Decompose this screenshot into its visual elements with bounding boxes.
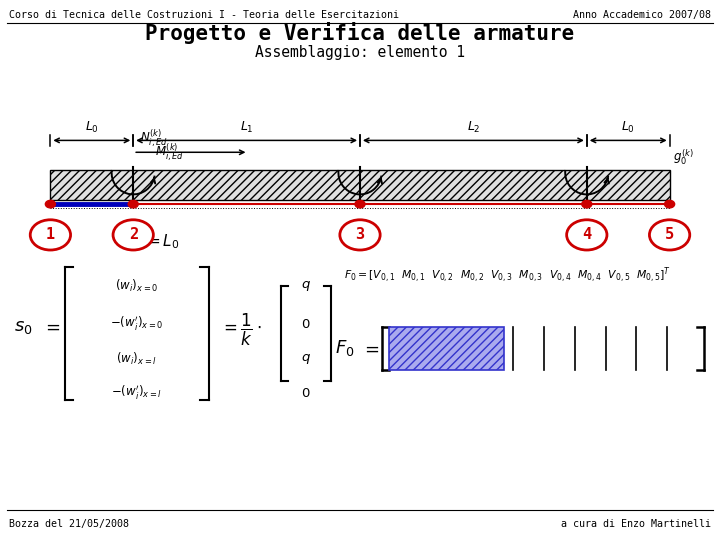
Text: $N_{i,Ed}^{(k)}$: $N_{i,Ed}^{(k)}$ xyxy=(140,127,168,149)
Text: $(w_i)_{x=l}$: $(w_i)_{x=l}$ xyxy=(117,351,157,367)
Circle shape xyxy=(113,220,153,250)
Text: $q$: $q$ xyxy=(301,352,311,366)
Circle shape xyxy=(128,200,138,208)
Text: 3: 3 xyxy=(356,227,364,242)
Text: $-(w_i^{\prime})_{x=l}$: $-(w_i^{\prime})_{x=l}$ xyxy=(111,384,163,402)
Text: $=$: $=$ xyxy=(361,339,380,357)
Text: Assemblaggio: elemento 1: Assemblaggio: elemento 1 xyxy=(255,45,465,60)
Text: Corso di Tecnica delle Costruzioni I - Teoria delle Esercitazioni: Corso di Tecnica delle Costruzioni I - T… xyxy=(9,10,400,20)
Text: $=$: $=$ xyxy=(42,318,60,336)
Text: $l=L_0$: $l=L_0$ xyxy=(140,232,180,251)
Text: $=\dfrac{1}{k}\cdot$: $=\dfrac{1}{k}\cdot$ xyxy=(220,311,261,348)
Text: Progetto e Verifica delle armature: Progetto e Verifica delle armature xyxy=(145,22,575,44)
Bar xyxy=(389,327,504,370)
Circle shape xyxy=(582,200,592,208)
Text: 2: 2 xyxy=(129,227,138,242)
Text: $(w_i)_{x=0}$: $(w_i)_{x=0}$ xyxy=(115,278,158,294)
Text: $L_0$: $L_0$ xyxy=(621,120,635,135)
Circle shape xyxy=(665,200,675,208)
Text: $M_{i,Ed}^{(k)}$: $M_{i,Ed}^{(k)}$ xyxy=(155,141,184,163)
Text: 1: 1 xyxy=(46,227,55,242)
Text: $g_0^{(k)}$: $g_0^{(k)}$ xyxy=(673,148,694,167)
Bar xyxy=(50,170,670,200)
Circle shape xyxy=(45,200,55,208)
Text: Anno Accademico 2007/08: Anno Accademico 2007/08 xyxy=(572,10,711,20)
Text: $\boldsymbol{s_0}$: $\boldsymbol{s_0}$ xyxy=(14,318,33,336)
Circle shape xyxy=(355,200,365,208)
Text: $q$: $q$ xyxy=(301,279,311,293)
Text: $0$: $0$ xyxy=(301,387,311,400)
Text: a cura di Enzo Martinelli: a cura di Enzo Martinelli xyxy=(561,519,711,529)
Text: $L_0$: $L_0$ xyxy=(85,120,99,135)
Text: Bozza del 21/05/2008: Bozza del 21/05/2008 xyxy=(9,519,130,529)
Text: 4: 4 xyxy=(582,227,591,242)
Circle shape xyxy=(30,220,71,250)
Text: 5: 5 xyxy=(665,227,674,242)
Text: $L_2$: $L_2$ xyxy=(467,120,480,135)
Text: $F_0$: $F_0$ xyxy=(335,338,354,359)
Circle shape xyxy=(567,220,607,250)
Text: $-(w_i^{\prime})_{x=0}$: $-(w_i^{\prime})_{x=0}$ xyxy=(110,315,163,333)
Circle shape xyxy=(340,220,380,250)
Text: $0$: $0$ xyxy=(301,318,311,330)
Circle shape xyxy=(649,220,690,250)
Text: $F_0=[V_{0,1}\ \ M_{0,1}\ \ V_{0,2}\ \ M_{0,2}\ \ V_{0,3}\ \ M_{0,3}\ \ V_{0,4}\: $F_0=[V_{0,1}\ \ M_{0,1}\ \ V_{0,2}\ \ M… xyxy=(344,266,671,285)
Text: $L_1$: $L_1$ xyxy=(240,120,253,135)
